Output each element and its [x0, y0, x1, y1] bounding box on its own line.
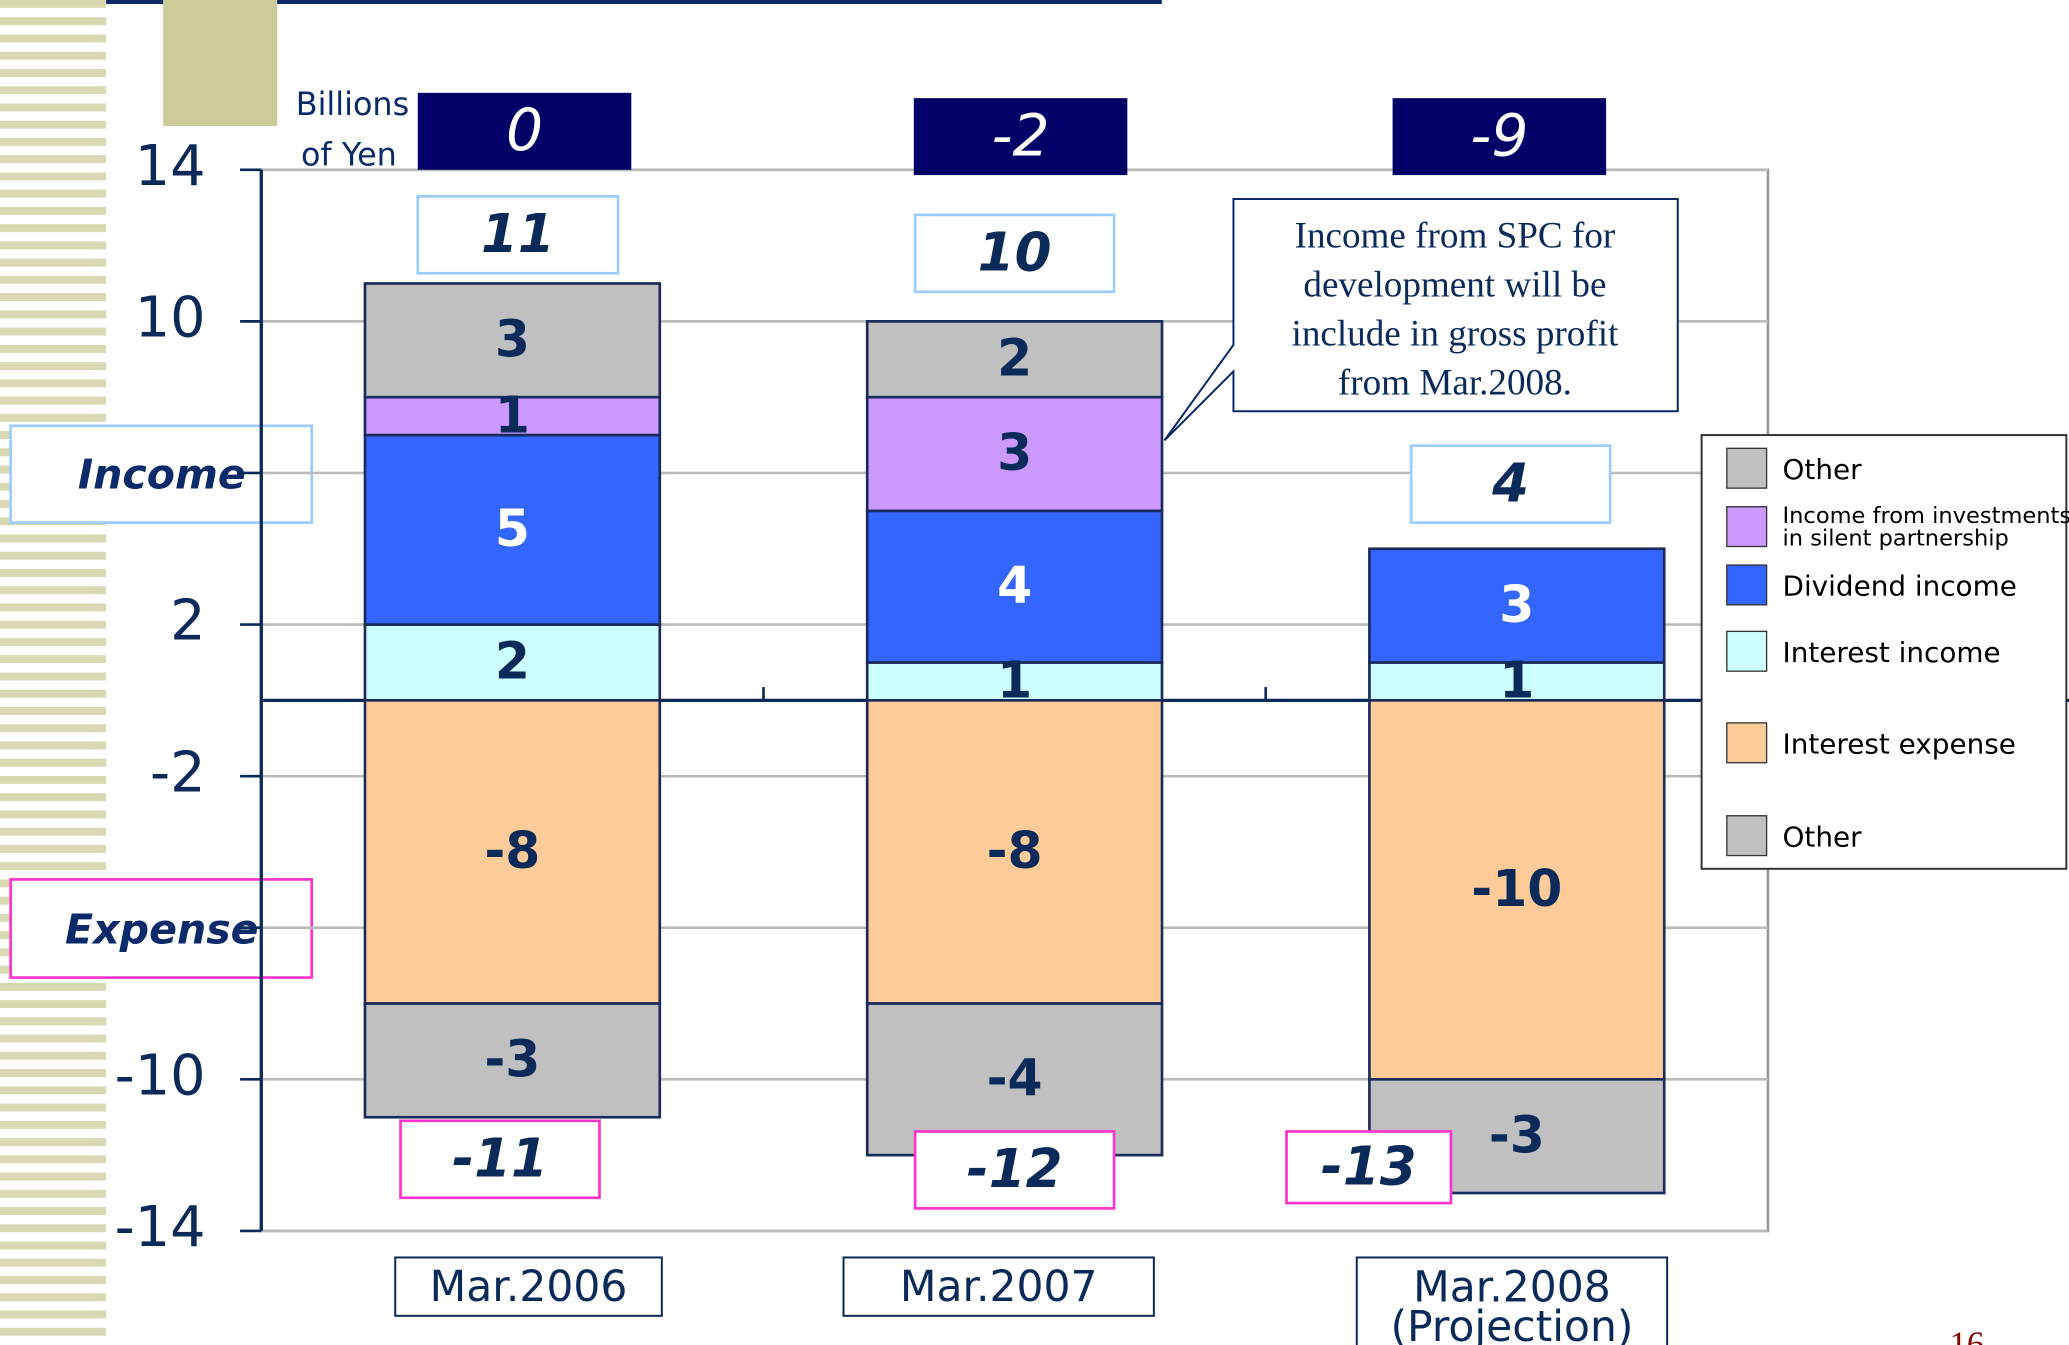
bar-segment: [1368, 699, 1666, 1081]
legend-swatch: [1726, 630, 1768, 672]
net-box: [417, 92, 632, 170]
y-tick-label: -14: [115, 1195, 206, 1260]
bar-segment: [1368, 547, 1666, 664]
expense-total: -12: [967, 1138, 1063, 1200]
income-total: 11: [481, 203, 555, 265]
income-total: 4: [1491, 452, 1529, 514]
category-box: [842, 1256, 1155, 1317]
marks: [363, 282, 1666, 1195]
legend-label: Other: [1783, 820, 1863, 853]
total-box: [913, 213, 1116, 294]
group-label: Expense: [65, 905, 259, 953]
total-box: [913, 1130, 1116, 1210]
net-label: -9: [1470, 101, 1528, 169]
segment-label: -8: [987, 821, 1043, 880]
page-number: 16: [1950, 1326, 1984, 1345]
net-box: [1392, 98, 1607, 176]
group-label: Income: [78, 451, 246, 499]
bar-segment: [865, 509, 1164, 664]
legend-label: Interest expense: [1783, 727, 2016, 760]
annotation: include in gross profit: [1292, 313, 1620, 354]
corner-block: [163, 0, 278, 127]
net-label: 0: [506, 96, 543, 164]
bar-segment: [363, 282, 662, 399]
legend-swatch: [1726, 447, 1768, 489]
x-tick-label: Mar.2006: [430, 1263, 628, 1312]
callout: [1163, 197, 1679, 442]
segment-label: 1: [495, 385, 530, 444]
segment-label: 1: [997, 651, 1032, 710]
segment-label: 5: [495, 499, 530, 558]
y-tick-label: 10: [135, 285, 206, 350]
expense-total: -13: [1321, 1136, 1417, 1198]
bar-segment: [865, 320, 1164, 399]
y-tick-label: 14: [135, 134, 206, 199]
net-label: -2: [991, 101, 1049, 169]
legend-label: Interest income: [1783, 636, 2001, 669]
y-tick-label: 2: [170, 589, 205, 654]
segment-label: 1: [1499, 651, 1534, 710]
net-box: [913, 98, 1128, 176]
y-unit: of Yen: [301, 136, 397, 174]
side-stripes: [0, 0, 107, 1345]
y-unit: Billions: [296, 85, 409, 123]
segment-label: -3: [484, 1030, 540, 1089]
legend-swatch: [1726, 815, 1768, 857]
segment-label: 2: [997, 328, 1032, 387]
top-rule: [106, 0, 1162, 4]
bar-segment: [865, 661, 1164, 702]
legend-swatch: [1726, 564, 1768, 606]
annotation: development will be: [1303, 264, 1606, 305]
total-box: [416, 194, 620, 275]
segment-label: 3: [1499, 575, 1534, 634]
segment-label: -10: [1471, 859, 1562, 918]
bar-segment: [1368, 661, 1666, 702]
total-box: [1409, 444, 1612, 524]
segment-label: -3: [1489, 1105, 1545, 1164]
segment-label: -4: [987, 1048, 1043, 1107]
legend-label: Dividend income: [1783, 570, 2017, 603]
labels: 2 5 1 3 -8 -3 1 4 3 2 -8 -4 1 3 -10 -3 Mar.2006 Mar.2007 M…: [394, 92, 1669, 1345]
segment-label: -8: [484, 821, 540, 880]
x-tick-label: Mar.2008 (Projection): [1390, 1263, 1633, 1345]
category-box: [1355, 1256, 1669, 1345]
category-box: [394, 1256, 663, 1317]
bar-segment: [865, 699, 1164, 1005]
legend: Other Income from investments in silent pa…: [1700, 434, 2069, 870]
legend-label: Other: [1783, 453, 1863, 486]
bar-segment: [363, 1002, 662, 1119]
income-total: 10: [978, 222, 1052, 284]
y-tick-label: -10: [115, 1043, 206, 1108]
legend-label: Income from investments in silent partner…: [1783, 502, 2069, 551]
segment-label: 2: [495, 632, 530, 691]
legend-swatch: [1726, 506, 1768, 548]
expense-total: -11: [452, 1128, 548, 1190]
segment-label: 3: [997, 423, 1032, 482]
legend-swatch: [1726, 722, 1768, 764]
total-box: [1285, 1130, 1453, 1205]
bar-segment: [363, 623, 662, 702]
bar-segment: [363, 699, 662, 1005]
y-tick-label: -2: [150, 740, 206, 805]
annotation: from Mar.2008.: [1338, 363, 1572, 404]
bar-segment: [363, 433, 662, 626]
annotation: Income from SPC for: [1295, 215, 1616, 256]
segment-label: 4: [997, 556, 1032, 615]
total-box: [399, 1119, 601, 1200]
segment-label: 3: [495, 309, 530, 368]
x-tick-label: Mar.2007: [900, 1263, 1098, 1312]
bar-segment: [865, 395, 1164, 513]
